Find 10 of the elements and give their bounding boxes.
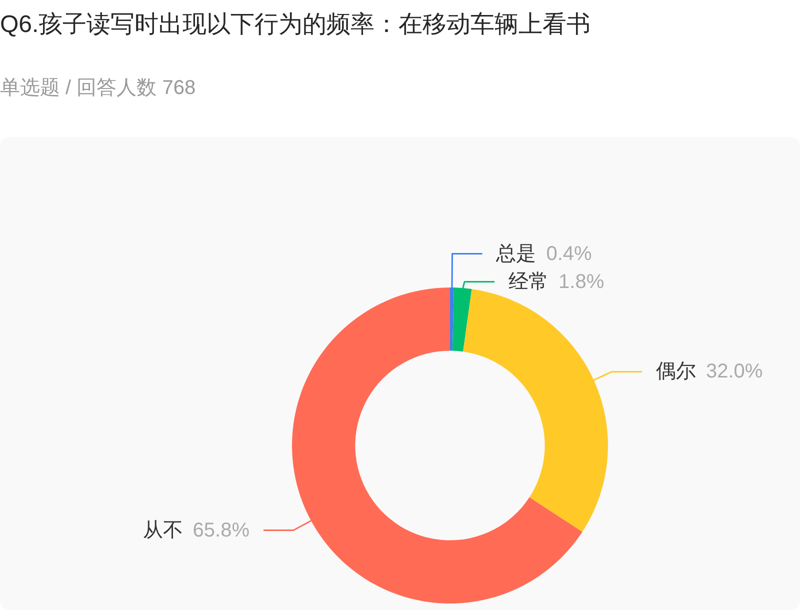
data-label: 32.0% — [706, 360, 763, 383]
slice-label: 总是 — [495, 242, 536, 265]
slice-label: 偶尔 — [656, 360, 696, 383]
data-label: 65.8% — [192, 519, 250, 542]
data-label: 1.8% — [558, 270, 604, 293]
slice-label: 经常 — [508, 270, 549, 293]
slice-label: 从不 — [142, 519, 183, 542]
data-label: 0.4% — [546, 242, 592, 265]
chart-title: Q6.孩子读写时出现以下行为的频率：在移动车辆上看书 — [0, 11, 591, 38]
chart-subtitle: 单选题 / 回答人数 768 — [0, 77, 196, 99]
